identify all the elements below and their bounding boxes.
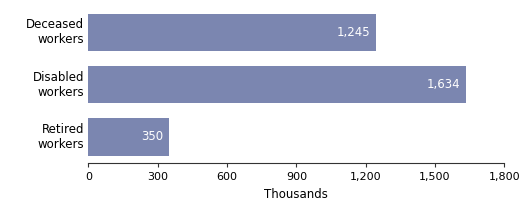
Text: 1,245: 1,245 <box>337 26 370 39</box>
Text: 350: 350 <box>141 130 163 143</box>
X-axis label: Thousands: Thousands <box>265 188 328 201</box>
Bar <box>88 14 376 51</box>
Bar <box>88 66 466 103</box>
Text: 1,634: 1,634 <box>426 78 460 91</box>
Bar <box>88 118 170 156</box>
